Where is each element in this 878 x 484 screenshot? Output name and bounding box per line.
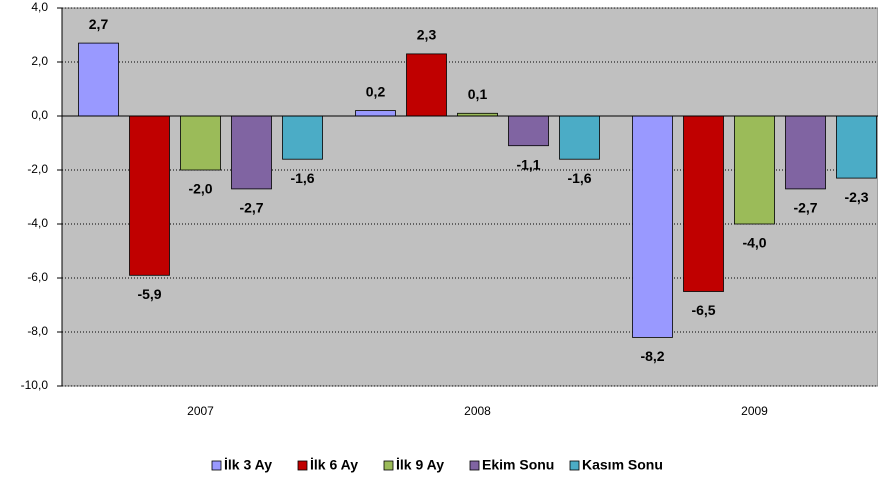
bar	[180, 115, 221, 171]
x-tick-label: 2009	[741, 404, 768, 418]
bar	[508, 115, 549, 147]
y-tick-label: -8,0	[27, 324, 48, 338]
bar	[559, 115, 600, 160]
legend-label: Kasım Sonu	[582, 457, 663, 473]
data-label: 0,2	[366, 83, 386, 99]
y-tick-label: 4,0	[31, 0, 48, 14]
bar	[785, 115, 826, 190]
data-label: 0,1	[468, 86, 488, 102]
data-label: -1,1	[516, 156, 540, 172]
bar	[683, 115, 724, 292]
bar	[632, 115, 673, 338]
data-label: -2,3	[844, 189, 868, 205]
bar	[406, 53, 447, 117]
legend-label: İlk 6 Ay	[310, 457, 358, 473]
data-label: -4,0	[742, 235, 766, 251]
x-tick-label: 2008	[464, 404, 491, 418]
data-label: -1,6	[567, 170, 591, 186]
legend-label: İlk 3 Ay	[224, 457, 272, 473]
data-label: -2,7	[793, 200, 817, 216]
bar	[355, 110, 396, 117]
legend-swatch	[211, 460, 222, 471]
y-tick-label: -4,0	[27, 216, 48, 230]
y-tick-label: -2,0	[27, 162, 48, 176]
legend-swatch	[569, 460, 580, 471]
data-label: 2,7	[89, 16, 109, 32]
y-tick-label: -10,0	[21, 378, 49, 392]
data-label: -5,9	[137, 286, 161, 302]
data-label: -6,5	[691, 302, 715, 318]
legend-swatch	[469, 460, 480, 471]
data-label: -2,0	[188, 181, 212, 197]
bar	[734, 115, 775, 225]
bar	[836, 115, 877, 179]
x-tick-label: 2007	[187, 404, 214, 418]
bar	[129, 115, 170, 276]
data-label: -2,7	[239, 200, 263, 216]
legend-label: İlk 9 Ay	[396, 457, 444, 473]
legend-swatch	[297, 460, 308, 471]
data-label: -1,6	[290, 170, 314, 186]
legend-swatch	[383, 460, 394, 471]
data-label: -8,2	[640, 348, 664, 364]
legend-label: Ekim Sonu	[482, 457, 554, 473]
bar	[231, 115, 272, 190]
bar	[282, 115, 323, 160]
y-tick-label: -6,0	[27, 270, 48, 284]
data-label: 2,3	[417, 27, 437, 43]
y-tick-label: 0,0	[31, 108, 48, 122]
bar	[78, 42, 119, 117]
y-tick-label: 2,0	[31, 54, 48, 68]
